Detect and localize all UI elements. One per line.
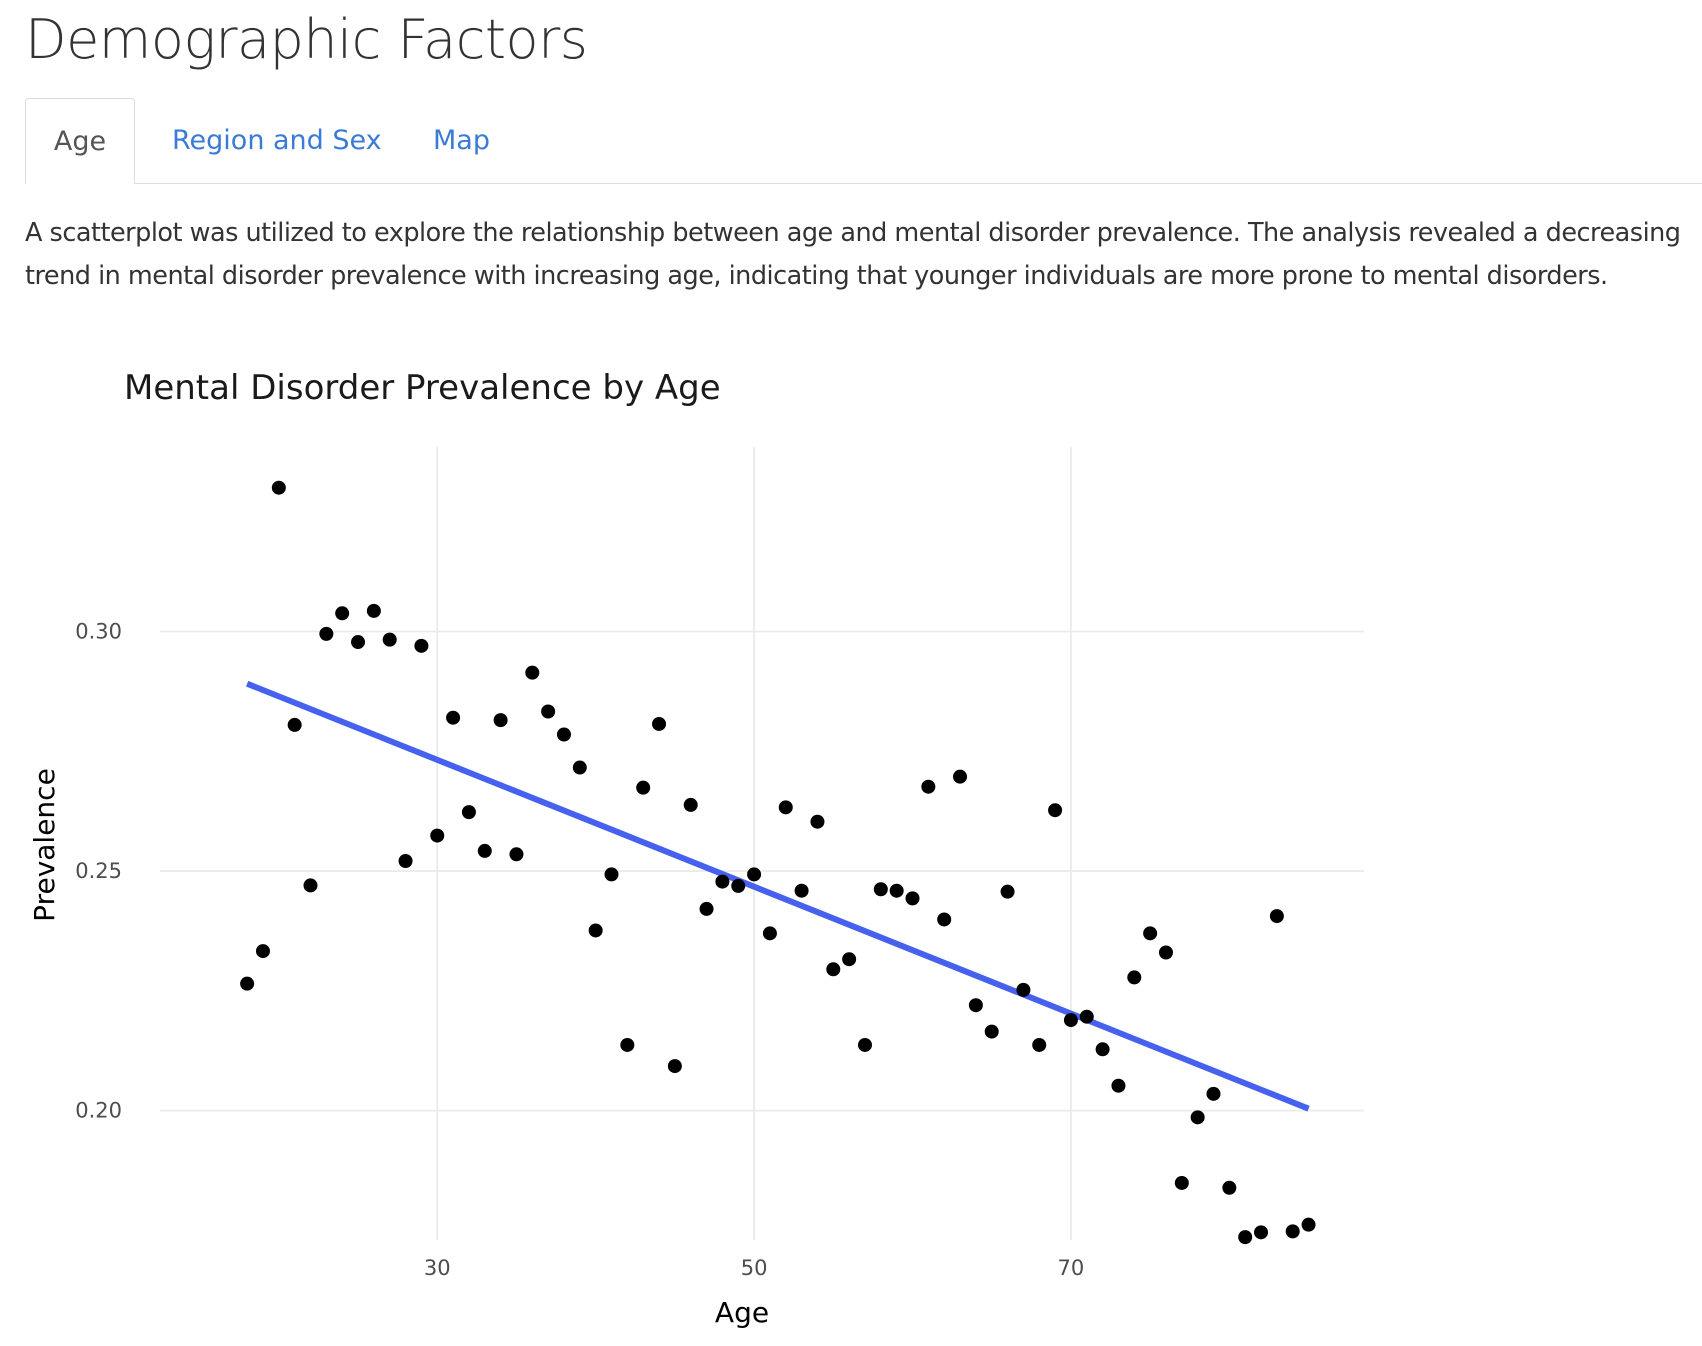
data-point — [1190, 1110, 1205, 1125]
data-point — [731, 878, 746, 893]
data-point — [1016, 982, 1031, 997]
data-point — [715, 874, 730, 889]
data-point — [937, 912, 952, 927]
trend-line-group — [246, 680, 1310, 1112]
data-point — [1158, 945, 1173, 960]
data-point — [1254, 1225, 1269, 1240]
data-point — [794, 883, 809, 898]
data-point — [525, 665, 540, 680]
data-point — [778, 800, 793, 815]
data-point — [1032, 1037, 1047, 1052]
data-point — [1301, 1217, 1316, 1232]
data-point — [889, 883, 904, 898]
data-point — [1206, 1086, 1221, 1101]
y-tick-label: 0.25 — [75, 859, 122, 883]
data-point — [857, 1037, 872, 1052]
x-axis-title: Age — [715, 1296, 769, 1329]
data-point — [1222, 1180, 1237, 1195]
data-point — [351, 635, 366, 650]
data-point — [255, 944, 270, 959]
data-point — [968, 998, 983, 1013]
data-point — [588, 923, 603, 938]
data-points — [240, 480, 1316, 1245]
data-point — [1174, 1175, 1189, 1190]
data-point — [541, 704, 556, 719]
y-tick-label: 0.20 — [75, 1099, 122, 1123]
data-point — [572, 760, 587, 775]
data-point — [620, 1037, 635, 1052]
tab-region-and-sex[interactable]: Region and Sex — [172, 125, 382, 156]
data-point — [414, 638, 429, 653]
data-point — [826, 962, 841, 977]
data-point — [335, 606, 350, 621]
data-point — [1048, 803, 1063, 818]
tick-labels: 30 50 70 0.20 0.25 0.30 — [75, 619, 1084, 1280]
data-point — [1000, 884, 1015, 899]
data-point — [1095, 1042, 1110, 1057]
data-point — [1238, 1230, 1253, 1245]
data-point — [240, 976, 255, 991]
data-point — [652, 716, 667, 731]
data-point — [509, 847, 524, 862]
page-title: Demographic Factors — [25, 8, 588, 71]
trend-line — [246, 680, 1310, 1112]
data-point — [953, 769, 968, 784]
data-point — [303, 878, 318, 893]
data-point — [446, 710, 461, 725]
tab-map[interactable]: Map — [433, 125, 490, 156]
data-point — [921, 779, 936, 794]
data-point — [810, 814, 825, 829]
data-point — [683, 797, 698, 812]
x-tick-label: 30 — [424, 1256, 451, 1280]
data-point — [398, 853, 413, 868]
data-point — [461, 805, 476, 820]
data-point — [667, 1059, 682, 1074]
data-point — [556, 727, 571, 742]
tab-bar: Age Region and Sex Map — [25, 98, 1702, 185]
data-point — [1063, 1013, 1078, 1028]
data-point — [636, 780, 651, 795]
data-point — [1285, 1224, 1300, 1239]
data-point — [430, 828, 445, 843]
data-point — [1269, 909, 1284, 924]
tab-age[interactable]: Age — [25, 98, 135, 185]
data-point — [366, 603, 381, 618]
grid-lines — [160, 447, 1364, 1240]
data-point — [287, 717, 302, 732]
data-point — [1111, 1078, 1126, 1093]
data-point — [604, 867, 619, 882]
data-point — [905, 891, 920, 906]
x-tick-label: 70 — [1058, 1256, 1085, 1280]
data-point — [493, 713, 508, 728]
data-point — [477, 843, 492, 858]
data-point — [382, 632, 397, 647]
data-point — [319, 626, 334, 641]
data-point — [873, 882, 888, 897]
data-point — [842, 952, 857, 967]
y-axis-title: Prevalence — [28, 768, 61, 922]
data-point — [271, 480, 286, 495]
description-text: A scatterplot was utilized to explore th… — [25, 218, 1681, 291]
data-point — [762, 926, 777, 941]
data-point — [747, 867, 762, 882]
data-point — [1127, 970, 1142, 985]
y-tick-label: 0.30 — [75, 619, 122, 643]
data-point — [1143, 926, 1158, 941]
chart-title: Mental Disorder Prevalence by Age — [124, 368, 721, 408]
data-point — [984, 1024, 999, 1039]
data-point — [1079, 1009, 1094, 1024]
x-tick-label: 50 — [741, 1256, 768, 1280]
data-point — [699, 901, 714, 916]
